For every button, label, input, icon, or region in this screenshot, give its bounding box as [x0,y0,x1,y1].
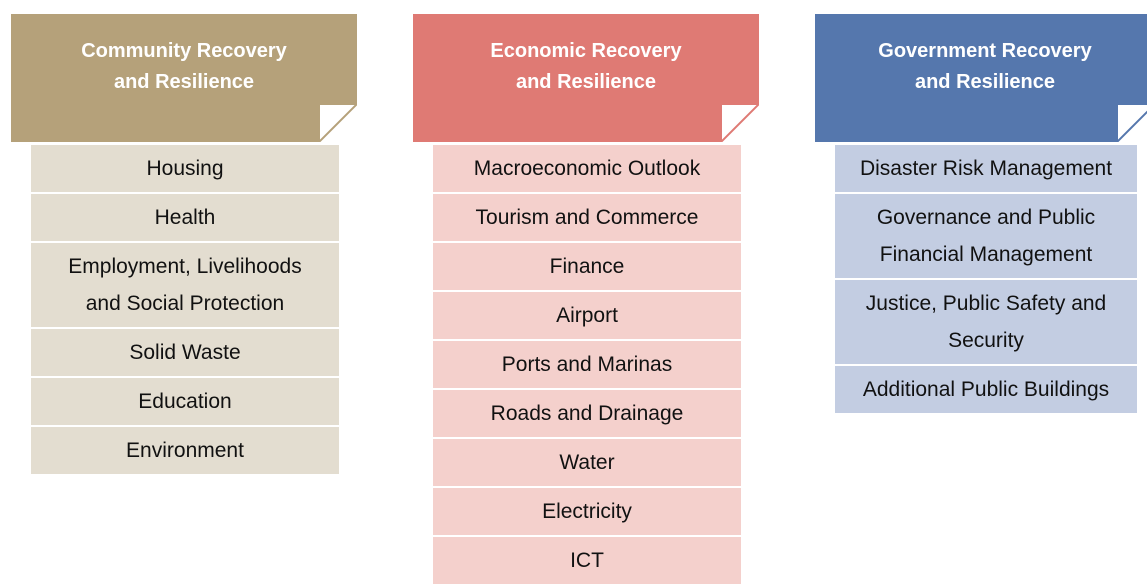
list-item: Solid Waste [31,329,339,376]
list-item: Electricity [433,488,741,535]
list-item: Governance and Public Financial Manageme… [835,194,1137,278]
list-item: Roads and Drainage [433,390,741,437]
list-item: Justice, Public Safety and Security [835,280,1137,364]
list-item: Tourism and Commerce [433,194,741,241]
header-title: Government Recovery and Resilience [878,40,1092,93]
list-item: Health [31,194,339,241]
list-item: Employment, Livelihoods and Social Prote… [31,243,339,327]
list-item: Disaster Risk Management [835,145,1137,192]
column-header: Government Recovery and Resilience [815,14,1147,142]
page: Community Recovery and Resilience Housing… [11,14,1147,584]
header-title: Community Recovery and Resilience [81,40,287,93]
item-list: Macroeconomic Outlook Tourism and Commerc… [433,145,741,584]
column-header: Community Recovery and Resilience [11,14,357,142]
column-header: Economic Recovery and Resilience [413,14,759,142]
item-list: Housing Health Employment, Livelihoods and… [31,145,339,474]
list-item: ICT [433,537,741,584]
list-item: Ports and Marinas [433,341,741,388]
list-item: Macroeconomic Outlook [433,145,741,192]
list-item: Additional Public Buildings [835,366,1137,413]
folded-corner [721,104,759,142]
list-item: Environment [31,427,339,474]
item-list: Disaster Risk Management Governance and P… [835,145,1137,413]
header-title: Economic Recovery and Resilience [490,40,682,93]
list-item: Finance [433,243,741,290]
list-item: Education [31,378,339,425]
list-item: Housing [31,145,339,192]
folded-corner [1117,104,1147,142]
list-item: Water [433,439,741,486]
column: Economic Recovery and Resilience Macroeco… [413,14,759,586]
folded-corner [319,104,357,142]
column: Government Recovery and Resilience Disast… [815,14,1147,415]
list-item: Airport [433,292,741,339]
column: Community Recovery and Resilience Housing… [11,14,357,476]
